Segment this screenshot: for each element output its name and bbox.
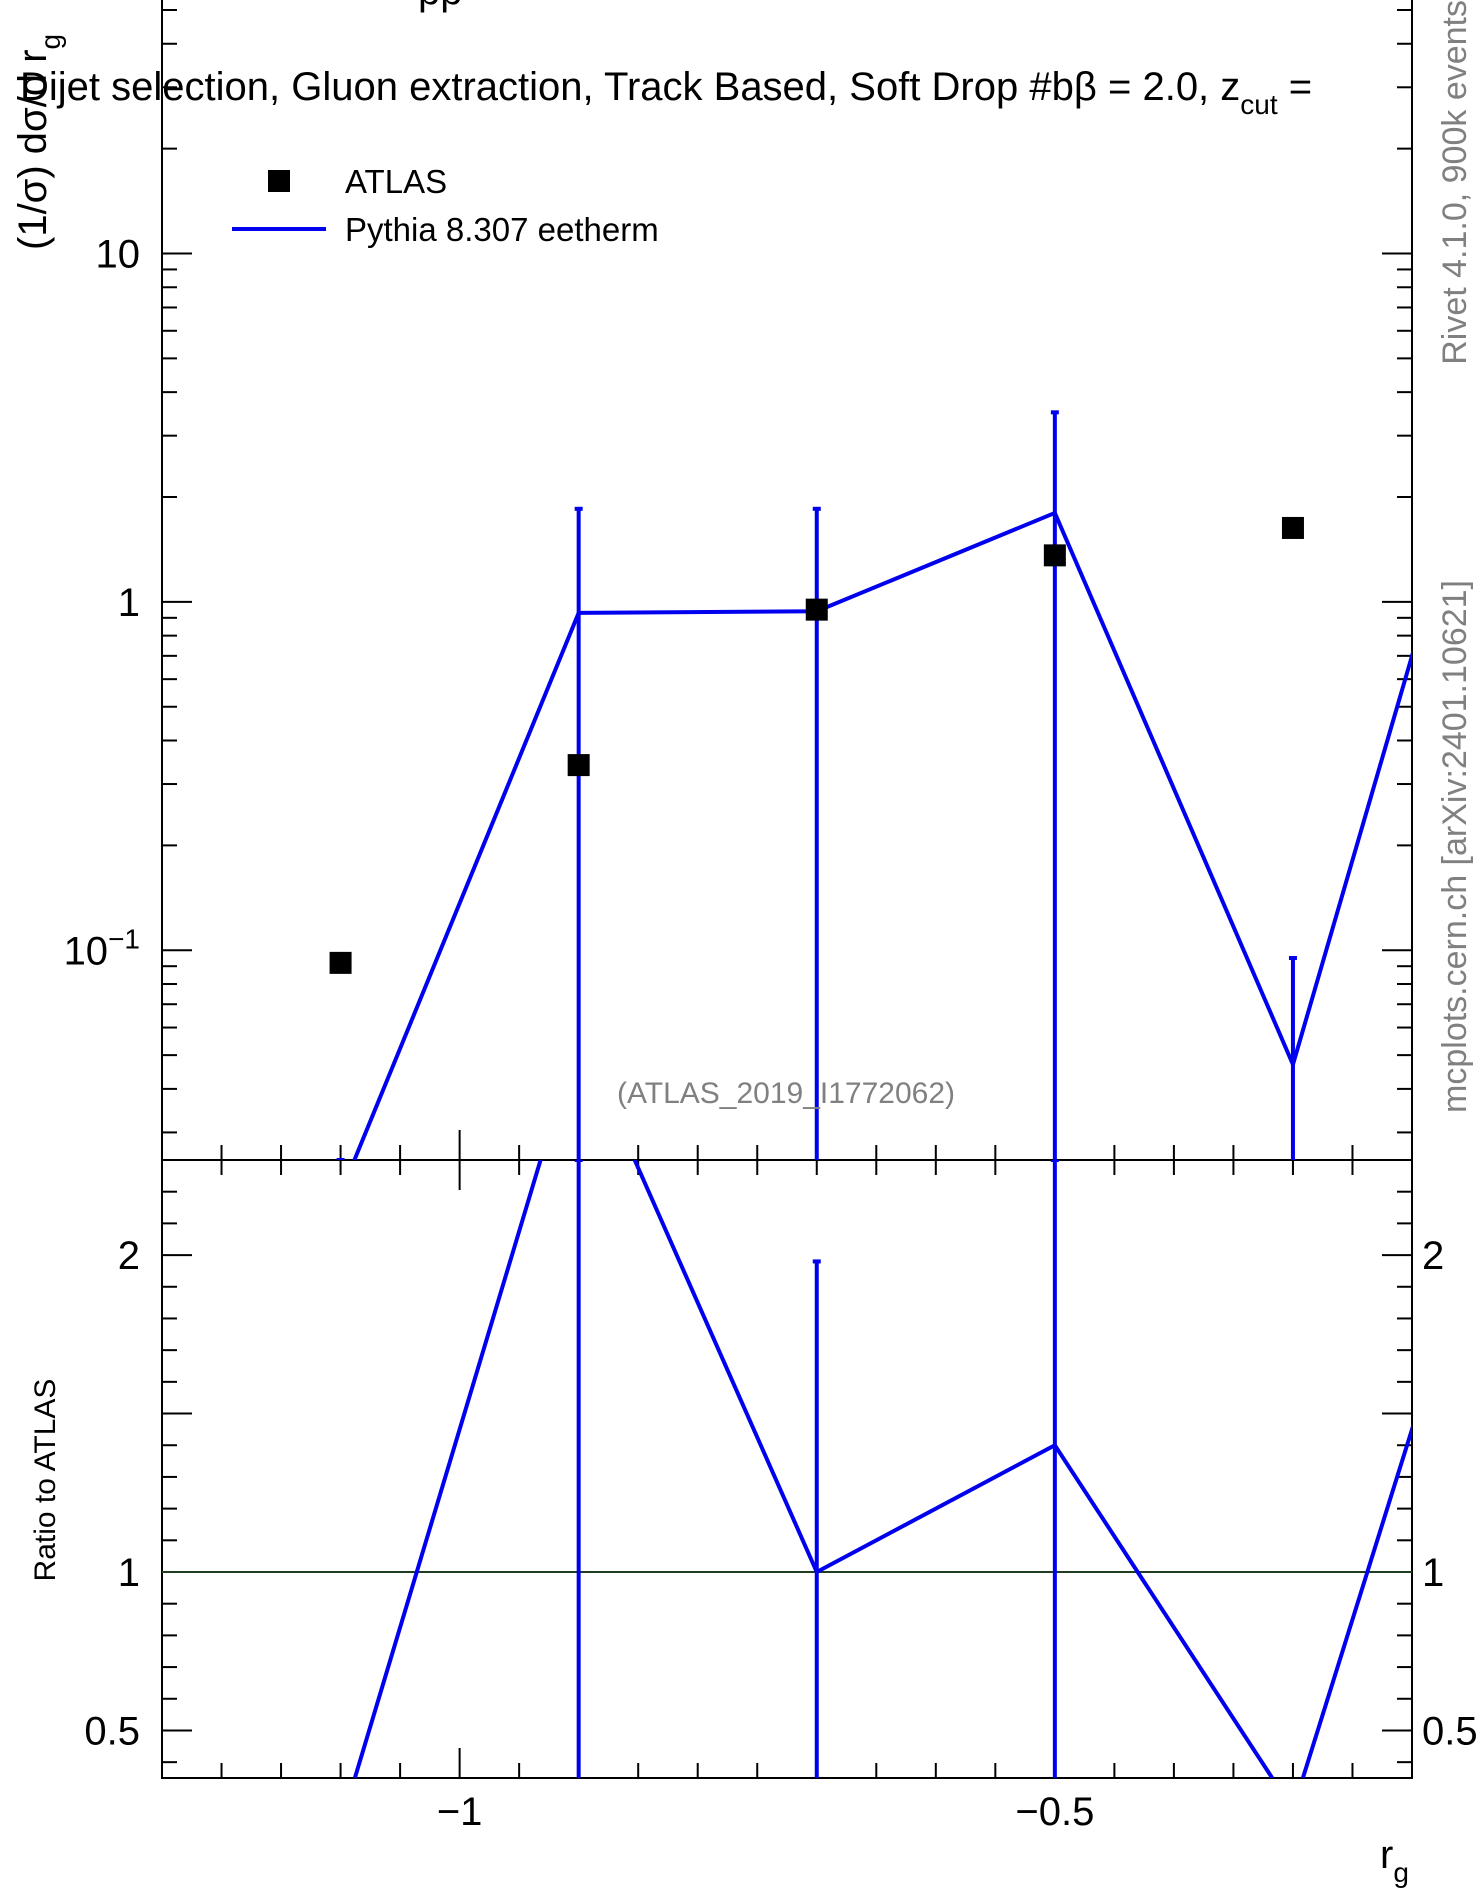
ratio-panel-clip-group <box>352 1160 1412 1778</box>
x-tick-label: −0.5 <box>1015 1790 1094 1834</box>
title-sub: cut <box>1240 89 1278 120</box>
atlas-data-point <box>1281 516 1304 539</box>
title-main: Dijet selection, Gluon extraction, Track… <box>20 65 1074 109</box>
y-tick-label-ratio: 2 <box>118 1234 140 1278</box>
chart-title: Dijet selection, Gluon extraction, Track… <box>20 65 1312 120</box>
y-tick-label-main: 10 <box>96 233 141 277</box>
legend-marker-atlas <box>268 170 290 192</box>
rivet-version-label: Rivet 4.1.0, 900k events <box>1436 0 1474 365</box>
x-tick-label: −1 <box>437 1790 483 1834</box>
main-panel-clip-group <box>329 410 1412 1160</box>
y-tick-label-main: 10−1 <box>64 923 140 973</box>
atlas-data-point <box>567 754 590 777</box>
y-axis-label-main-text: (1/σ) dσ/d r <box>11 49 55 250</box>
y-tick-label-main: 1 <box>118 581 140 625</box>
ratio-panel-frame <box>161 1159 1413 1779</box>
x-axis-label-text: r <box>1380 1833 1393 1877</box>
y-tick-label-ratio-right: 2 <box>1422 1234 1444 1278</box>
legend-label-mc: Pythia 8.307 eetherm <box>345 211 659 248</box>
mc-line <box>352 510 1412 1160</box>
legend: ATLAS Pythia 8.307 eetherm <box>232 163 659 248</box>
y-axis-label-main-sub: g <box>35 34 66 50</box>
y-axis-label-main: (1/σ) dσ/d rg <box>11 34 66 250</box>
y-tick-label-base: 10 <box>64 929 109 973</box>
y-tick-label-exp: −1 <box>108 923 140 954</box>
y-tick-label-ratio-right: 1 <box>1422 1551 1444 1595</box>
x-axis-label-sub: g <box>1393 1857 1409 1888</box>
atlas-data-point <box>805 598 828 621</box>
data-series <box>162 410 1412 1778</box>
plot-frames <box>161 0 1413 1779</box>
atlas-data-point <box>329 951 352 974</box>
y-tick-label-ratio: 1 <box>118 1551 140 1595</box>
y-tick-label-ratio: 0.5 <box>84 1709 140 1753</box>
analysis-label: (ATLAS_2019_I1772062) <box>617 1077 955 1110</box>
mc-ratio-line <box>352 1160 1412 1778</box>
title-beta: β = 2.0, z <box>1074 65 1240 109</box>
top-cut-text: pp <box>418 0 463 13</box>
y-tick-label-ratio-right: 0.5 <box>1422 1709 1478 1753</box>
y-axis-label-ratio: Ratio to ATLAS <box>29 1379 62 1582</box>
title-eq: = <box>1278 65 1312 109</box>
mcplots-label: mcplots.cern.ch [arXiv:2401.10621] <box>1436 580 1474 1113</box>
atlas-data-point <box>1043 544 1066 567</box>
legend-label-atlas: ATLAS <box>345 163 447 200</box>
x-axis-label: rg <box>1380 1833 1409 1888</box>
